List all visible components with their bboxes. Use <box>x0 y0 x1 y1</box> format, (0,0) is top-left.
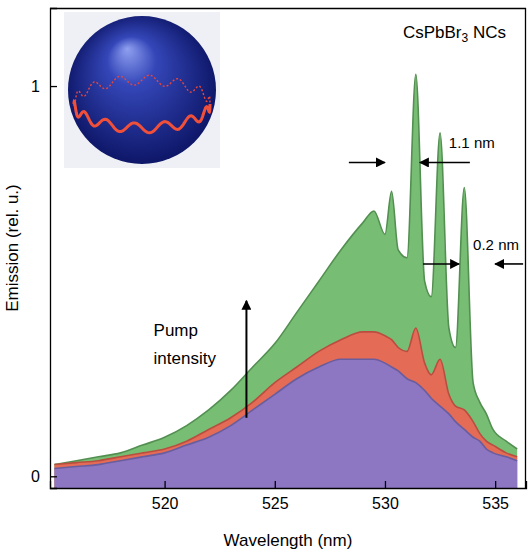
y-tick: 1 <box>31 78 57 95</box>
x-tick-label: 525 <box>262 495 289 512</box>
spectrum-area <box>54 328 517 488</box>
inset-sphere <box>64 12 220 168</box>
x-tick-mark <box>164 481 165 488</box>
x-tick-label: 530 <box>372 495 399 512</box>
frame <box>50 8 526 9</box>
y-axis: 01 <box>31 9 57 489</box>
annotation: 0.2 nm <box>473 236 519 253</box>
sphere <box>68 16 216 164</box>
title: CsPbBr3 NCs <box>403 23 506 45</box>
x-tick: 530 <box>372 481 399 512</box>
x-tick-mark <box>275 481 276 488</box>
y-tick-label: 0 <box>31 468 40 485</box>
width-arrow <box>423 263 459 265</box>
x-tick: 520 <box>152 481 179 512</box>
y-tick: 0 <box>31 468 57 485</box>
axis-line <box>51 9 58 489</box>
y-tick-label: 1 <box>31 78 40 95</box>
annotation: Pumpintensity <box>154 321 217 368</box>
frame <box>525 8 526 488</box>
mode-front <box>74 101 210 132</box>
annotations: 1.1 nm 0.2 nm Pumpintensity <box>154 134 524 417</box>
y-tick-mark <box>50 86 57 87</box>
x-tick: 535 <box>482 481 509 512</box>
y-tick-mark <box>50 476 57 477</box>
spacing-arrow <box>420 162 470 164</box>
x-axis: 520 525 530 535 <box>51 481 527 512</box>
inset-background <box>64 12 220 168</box>
mode-back <box>74 75 210 106</box>
x-tick-label: 520 <box>152 495 179 512</box>
x-tick-label: 535 <box>482 495 509 512</box>
x-tick-mark <box>385 481 386 488</box>
pump-arrow <box>245 301 247 418</box>
axis-line <box>51 481 527 489</box>
spacing-arrow <box>349 162 385 164</box>
x-tick-mark <box>495 481 496 488</box>
annotation: 1.1 nm <box>449 134 495 151</box>
x-tick: 525 <box>262 481 289 512</box>
width-arrow <box>495 263 523 265</box>
spectrum-line <box>54 359 517 468</box>
x-axis-title: Wavelength (nm) <box>224 531 353 550</box>
chart: 52052553053501Wavelength (nm)Emission (r… <box>0 0 532 560</box>
y-axis-title: Emission (rel. u.) <box>3 184 22 312</box>
spectrum-area <box>54 359 517 488</box>
